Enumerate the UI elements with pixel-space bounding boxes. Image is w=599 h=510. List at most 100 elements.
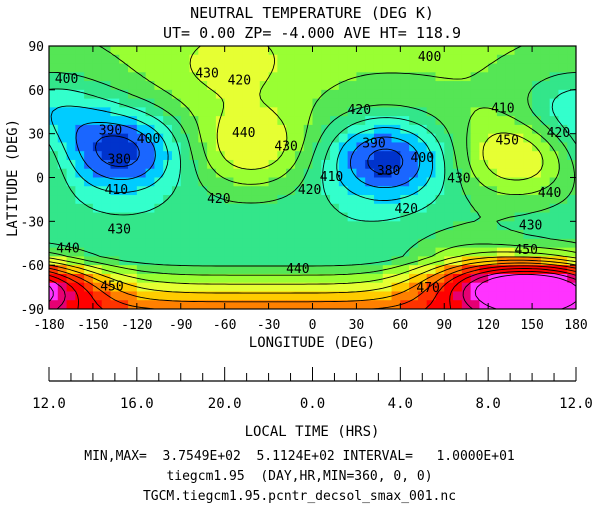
field-cell	[312, 89, 322, 100]
field-cell	[101, 168, 112, 179]
field-cell	[268, 282, 278, 293]
field-cell	[180, 72, 191, 82]
field-cell	[338, 168, 349, 179]
field-cell	[66, 203, 76, 214]
field-cell	[224, 203, 235, 214]
field-cell	[303, 63, 314, 73]
field-cell	[321, 81, 331, 91]
field-cell	[224, 168, 235, 179]
field-cell	[259, 151, 270, 161]
field-cell	[391, 98, 401, 108]
field-cell	[365, 273, 375, 284]
field-cell	[154, 247, 164, 257]
field-cell	[163, 177, 173, 187]
field-cell	[496, 300, 507, 309]
field-cell	[303, 291, 314, 301]
field-cell	[567, 230, 576, 240]
field-cell	[444, 177, 454, 187]
field-cell	[540, 221, 551, 231]
field-cell	[479, 195, 489, 205]
field-cell	[49, 265, 59, 275]
field-cell	[514, 177, 524, 187]
field-cell	[207, 54, 217, 65]
field-cell	[312, 54, 322, 65]
field-cell	[426, 212, 437, 222]
contour-line	[50, 105, 434, 201]
field-cell	[453, 273, 463, 284]
field-cell	[49, 89, 59, 100]
field-cell	[391, 291, 401, 301]
field-cell	[365, 203, 375, 214]
field-cell	[207, 212, 217, 222]
field-cell	[66, 273, 76, 284]
field-cell	[242, 282, 252, 293]
field-cell	[558, 221, 568, 231]
field-cell	[321, 168, 331, 179]
field-cell	[171, 265, 182, 275]
field-cell	[92, 247, 103, 257]
field-cell	[347, 282, 358, 293]
contour-line	[49, 256, 576, 294]
field-cell	[303, 300, 314, 309]
field-cell	[242, 247, 252, 257]
field-cell	[128, 186, 138, 196]
field-cell	[417, 291, 428, 301]
field-cell	[514, 265, 524, 275]
field-cell	[505, 221, 516, 231]
field-cell	[391, 116, 401, 126]
field-cell	[453, 116, 463, 126]
field-cell	[549, 107, 560, 117]
field-cell	[224, 238, 235, 249]
field-cell	[224, 63, 235, 73]
field-cell	[567, 54, 576, 65]
field-cell	[532, 72, 542, 82]
field-cell	[514, 273, 524, 284]
field-cell	[558, 265, 568, 275]
field-cell	[207, 300, 217, 309]
field-cell	[119, 238, 129, 249]
field-cell	[338, 151, 349, 161]
field-cell	[101, 247, 112, 257]
field-cell	[136, 89, 147, 100]
field-cell	[514, 221, 524, 231]
field-cell	[505, 124, 516, 135]
field-cell	[461, 159, 472, 170]
field-cell	[215, 98, 226, 108]
field-cell	[110, 256, 120, 266]
field-cell	[198, 89, 208, 100]
field-cell	[505, 116, 516, 126]
field-cell	[128, 107, 138, 117]
field-cell	[75, 151, 85, 161]
field-cell	[532, 159, 542, 170]
field-cell	[540, 282, 551, 293]
field-cell	[251, 168, 261, 179]
field-cell	[523, 159, 533, 170]
field-cell	[365, 133, 375, 144]
field-cell	[330, 221, 340, 231]
field-cell	[215, 221, 226, 231]
field-cell	[532, 265, 542, 275]
field-cell	[373, 203, 384, 214]
field-cell	[136, 168, 147, 179]
field-cell	[373, 116, 384, 126]
field-cell	[373, 195, 384, 205]
field-cell	[496, 124, 507, 135]
field-cell	[321, 72, 331, 82]
field-cell	[233, 133, 243, 144]
field-cell	[391, 212, 401, 222]
field-cell	[110, 221, 120, 231]
field-cell	[154, 168, 164, 179]
field-cell	[163, 203, 173, 214]
field-cell	[189, 247, 199, 257]
field-cell	[189, 168, 199, 179]
field-cell	[488, 282, 498, 293]
field-cell	[224, 282, 235, 293]
field-cell	[444, 265, 454, 275]
field-cell	[154, 124, 164, 135]
field-cell	[505, 195, 516, 205]
field-cell	[163, 186, 173, 196]
field-cell	[268, 247, 278, 257]
field-cell	[338, 273, 349, 284]
field-cell	[101, 116, 112, 126]
field-cell	[444, 273, 454, 284]
